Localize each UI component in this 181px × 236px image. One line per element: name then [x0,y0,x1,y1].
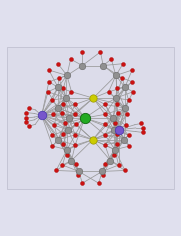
Point [104,122,106,126]
Point [62,102,65,105]
Point [40,113,43,117]
Point [66,148,68,152]
Point [124,123,127,127]
Point [104,113,106,116]
Point [67,116,70,120]
Point [76,173,79,177]
Point [104,133,106,137]
Point [131,80,134,84]
Point [103,162,106,166]
Point [75,122,77,126]
Point [61,112,64,115]
Point [47,68,50,72]
Point [115,86,118,90]
Point [97,181,100,185]
Point [83,116,86,120]
Point [117,128,120,132]
Point [25,111,28,114]
Point [52,113,55,116]
Point [114,74,117,77]
Point [113,122,116,125]
Point [62,132,65,136]
Point [51,98,54,102]
Point [62,142,65,146]
Point [66,74,68,77]
Point [81,64,84,67]
Point [62,86,65,90]
Point [110,57,113,61]
Point [128,144,131,148]
Point [53,123,56,127]
Point [125,113,128,116]
Point [109,159,112,162]
Point [123,169,126,172]
Point [74,143,77,147]
Point [56,62,59,66]
Point [142,126,144,130]
Point [101,169,104,173]
Point [102,64,105,67]
Point [116,112,119,115]
Point [74,113,77,116]
Point [140,122,143,125]
Point [47,90,49,94]
Point [51,144,54,148]
Point [117,163,120,167]
Point [131,68,134,72]
Point [56,106,59,110]
Point [65,96,68,100]
Point [123,85,126,89]
Point [112,116,115,120]
FancyBboxPatch shape [7,47,174,189]
Point [132,90,134,94]
Point [113,153,115,157]
Point [66,153,68,157]
Point [51,133,54,137]
Point [123,106,126,110]
Point [81,50,84,54]
Point [56,85,59,89]
Point [115,142,118,146]
Point [123,138,125,142]
Point [127,98,130,102]
Point [114,96,117,100]
Point [122,62,125,66]
Point [92,96,95,100]
Point [25,116,28,120]
Point [64,122,67,125]
Point [28,106,30,110]
Point [47,80,50,84]
Point [28,124,30,128]
Point [61,163,64,167]
Point [81,181,84,185]
Point [25,120,28,123]
Point [74,133,77,137]
Point [127,133,130,137]
Point [121,76,124,80]
Point [104,143,106,147]
Point [113,148,116,152]
Point [115,132,118,136]
Point [70,159,73,162]
Point [115,102,118,105]
Point [91,138,94,142]
Point [99,50,102,54]
Point [107,90,110,94]
Point [70,90,73,94]
Point [57,76,60,80]
Point [113,128,115,132]
Point [101,173,104,177]
Point [66,128,69,132]
Point [75,162,77,166]
Point [55,169,58,172]
Point [142,131,144,134]
Point [104,102,106,106]
Point [69,57,72,61]
Point [77,169,80,173]
Point [74,102,77,106]
Point [56,138,59,142]
